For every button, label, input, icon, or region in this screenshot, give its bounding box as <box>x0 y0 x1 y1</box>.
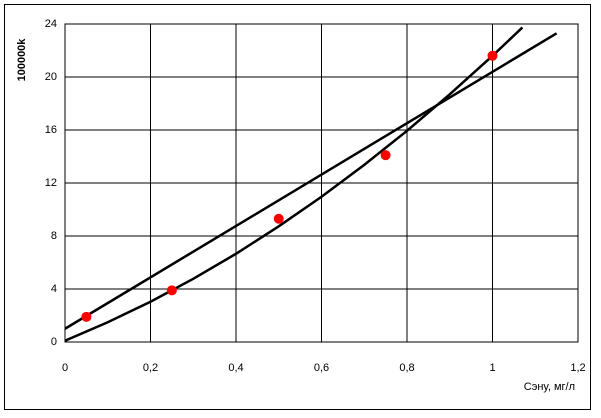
fit-line <box>65 32 558 330</box>
x-tick-label: 1,2 <box>570 362 585 374</box>
data-point <box>166 285 177 296</box>
y-tick-label: 16 <box>45 124 57 136</box>
y-tick-label: 24 <box>45 18 57 30</box>
x-tick-label: 0,2 <box>143 362 158 374</box>
data-point <box>81 311 92 322</box>
data-point <box>273 213 284 224</box>
y-tick-label: 8 <box>51 230 57 242</box>
y-tick-label: 0 <box>51 336 57 348</box>
x-tick-label: 0 <box>62 362 68 374</box>
x-axis-label: Сэну, мг/л <box>524 381 575 393</box>
x-tick-label: 0,6 <box>314 362 329 374</box>
y-tick-label: 4 <box>51 283 57 295</box>
data-point <box>487 50 498 61</box>
data-point <box>380 150 391 161</box>
plot-area <box>64 23 579 343</box>
fit-line <box>65 26 524 342</box>
y-tick-label: 20 <box>45 71 57 83</box>
x-tick-label: 1 <box>489 362 495 374</box>
y-tick-label: 12 <box>45 177 57 189</box>
x-tick-label: 0,8 <box>399 362 414 374</box>
x-tick-label: 0,4 <box>228 362 243 374</box>
y-axis-label: 100000k <box>16 38 28 82</box>
